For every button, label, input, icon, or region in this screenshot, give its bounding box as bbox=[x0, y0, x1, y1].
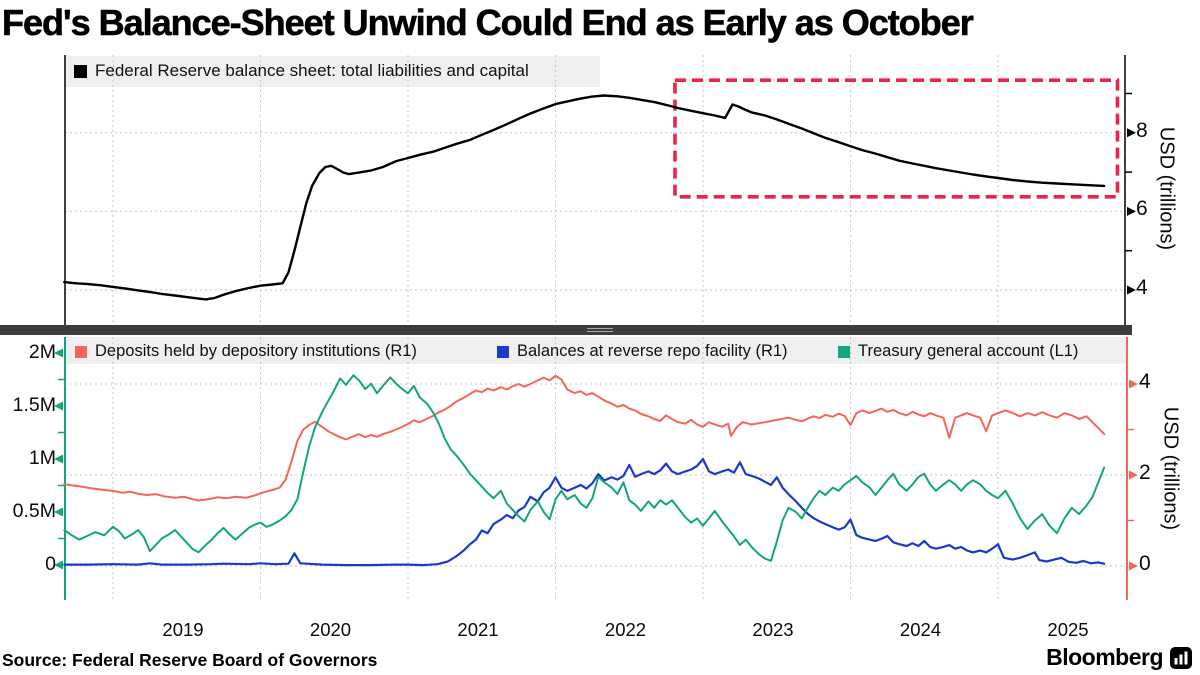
legend-swatch-reverse-repo bbox=[497, 345, 509, 358]
legend-label-balance-sheet: Federal Reserve balance sheet: total lia… bbox=[95, 61, 529, 80]
legend-label-reverse-repo: Balances at reverse repo facility (R1) bbox=[517, 342, 788, 360]
legend-label-deposits: Deposits held by depository institutions… bbox=[95, 342, 417, 360]
series-line bbox=[63, 94, 1106, 301]
series-line bbox=[63, 374, 1106, 502]
series-line bbox=[63, 458, 1106, 567]
bloomberg-logo-icon bbox=[1170, 646, 1192, 669]
legend-swatch-deposits bbox=[75, 345, 87, 358]
legend-item-deposits: Deposits held by depository institutions… bbox=[75, 342, 417, 361]
page-title: Fed's Balance-Sheet Unwind Could End as … bbox=[2, 2, 974, 44]
legend-item-reverse-repo: Balances at reverse repo facility (R1) bbox=[497, 342, 788, 361]
divider-grip-icon bbox=[587, 328, 613, 332]
source-credit: Source: Federal Reserve Board of Governo… bbox=[2, 650, 378, 670]
panel-divider[interactable] bbox=[0, 325, 1132, 335]
legend-swatch-treasury bbox=[838, 345, 850, 358]
series-line bbox=[63, 374, 1106, 562]
legend-item-treasury-general-account: Treasury general account (L1) bbox=[838, 342, 1078, 361]
legend-label-treasury: Treasury general account (L1) bbox=[858, 342, 1079, 360]
bloomberg-brand: Bloomberg bbox=[1046, 644, 1192, 671]
bloomberg-wordmark: Bloomberg bbox=[1046, 644, 1163, 670]
legend-top: Federal Reserve balance sheet: total lia… bbox=[74, 61, 529, 81]
legend-swatch-balance-sheet bbox=[74, 64, 87, 78]
